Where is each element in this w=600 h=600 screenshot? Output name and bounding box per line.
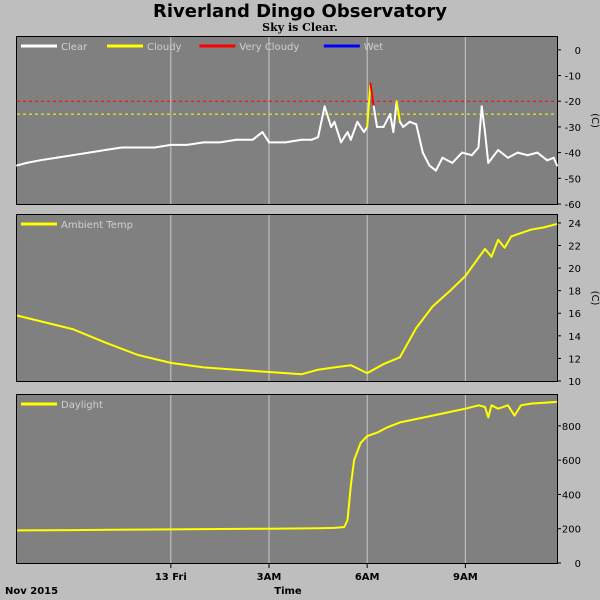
sky-temp-segment bbox=[38, 156, 58, 162]
sky-temp-segment bbox=[408, 120, 418, 126]
sky-temp-segment bbox=[536, 151, 549, 162]
sky-temp-segment bbox=[434, 156, 444, 172]
sky-temperature-panel: 0 -10 -20 -30 -40 -50 -60 (C) Clear Cloudy Very Cl… bbox=[16, 36, 600, 211]
sky-temp-segment bbox=[451, 151, 464, 164]
sky-temp-segment bbox=[470, 146, 480, 157]
sky-temp-segment bbox=[317, 105, 326, 139]
y-tick-label: 18 bbox=[568, 287, 581, 298]
sky-temp-segment bbox=[310, 136, 320, 141]
sky-temp-segment bbox=[487, 149, 500, 164]
legend-entry: Ambient Temp bbox=[61, 220, 133, 231]
y-tick-label: 22 bbox=[568, 241, 581, 252]
sky-temp-segment bbox=[55, 154, 74, 159]
y-tick-label: 14 bbox=[568, 332, 581, 343]
time-axis-title: Time bbox=[274, 586, 302, 597]
sky-temp-segment bbox=[398, 120, 405, 128]
x-tick-label: 3AM bbox=[257, 572, 282, 583]
date-label: Nov 2015 bbox=[5, 586, 58, 597]
sky-temp-segment bbox=[461, 151, 473, 157]
y-tick-label: 800 bbox=[562, 422, 581, 433]
sky-temp-segment bbox=[369, 82, 375, 108]
y-tick-label: 20 bbox=[568, 264, 581, 275]
y-tick-label: 16 bbox=[568, 309, 581, 320]
x-tick-label: 9AM bbox=[453, 572, 478, 583]
daylight-panel: 0 200 400 600 800 Daylight bbox=[16, 394, 581, 570]
sky-temp-segment bbox=[153, 143, 172, 149]
sky-temp-segment bbox=[71, 151, 90, 157]
y-axis-label: (C) bbox=[589, 291, 600, 306]
sky-temp-segment bbox=[441, 156, 454, 164]
sky-temp-segment bbox=[516, 151, 529, 157]
sky-temp-segment bbox=[477, 105, 483, 149]
sky-temp-segment bbox=[340, 131, 349, 144]
sky-temp-segment bbox=[284, 138, 303, 144]
y-tick-label: 10 bbox=[568, 377, 581, 388]
sky-temp-segment bbox=[366, 82, 372, 128]
ambient-temperature-panel: 10 12 14 16 18 20 22 24 (C) Ambient Temp bbox=[16, 214, 600, 388]
plot-area bbox=[17, 395, 557, 563]
ambient-series-line bbox=[16, 223, 558, 376]
y-tick-label: -30 bbox=[565, 123, 581, 134]
page-title: Riverland Dingo Observatory bbox=[152, 1, 448, 22]
sky-temp-segment bbox=[421, 151, 431, 167]
sky-temp-segment bbox=[186, 141, 205, 146]
sky-temp-segment bbox=[25, 159, 41, 164]
sky-temp-segment bbox=[362, 125, 369, 134]
sky-temp-segment bbox=[506, 151, 519, 159]
y-tick-label: -50 bbox=[565, 174, 581, 185]
sky-temp-segment bbox=[372, 105, 378, 128]
sky-temp-segment bbox=[428, 164, 437, 172]
sky-temp-segment bbox=[402, 120, 411, 128]
legend-entry: Wet bbox=[364, 42, 383, 53]
sky-temp-segment bbox=[333, 120, 342, 144]
sky-temp-segment bbox=[104, 146, 123, 152]
sky-temp-segment bbox=[356, 120, 365, 134]
y-tick-label: 0 bbox=[575, 559, 581, 570]
sky-temp-segment bbox=[251, 131, 264, 141]
y-tick-label: 24 bbox=[568, 219, 581, 230]
sky-temp-segment bbox=[415, 123, 424, 154]
plot-area bbox=[17, 37, 557, 204]
sky-temp-segment bbox=[546, 156, 555, 162]
legend-entry: Clear bbox=[61, 42, 88, 53]
y-tick-label: -40 bbox=[565, 149, 581, 160]
legend-entry: Cloudy bbox=[147, 42, 182, 53]
y-tick-label: 200 bbox=[562, 525, 581, 536]
sky-temp-segment bbox=[552, 156, 558, 167]
y-tick-label: 600 bbox=[562, 456, 581, 467]
sky-temp-segment bbox=[16, 161, 28, 167]
daylight-series-line bbox=[16, 400, 558, 532]
sky-temp-segment bbox=[382, 113, 392, 128]
y-tick-label: 400 bbox=[562, 490, 581, 501]
sky-temp-segment bbox=[323, 105, 333, 128]
y-axis-label: (C) bbox=[589, 113, 600, 128]
sky-temp-segment bbox=[261, 131, 270, 144]
sky-temp-segment bbox=[395, 100, 401, 123]
y-tick-label: 12 bbox=[568, 354, 581, 365]
sky-temp-segment bbox=[497, 149, 509, 159]
legend-entry: Very Cloudy bbox=[239, 42, 299, 53]
plot-area bbox=[17, 215, 557, 381]
sky-temp-segment bbox=[392, 100, 398, 134]
sky-temp-segment bbox=[484, 131, 490, 164]
time-axis: 13 Fri 3AM 6AM 9AM bbox=[155, 563, 478, 583]
y-tick-label: -10 bbox=[565, 72, 581, 83]
legend-entry: Daylight bbox=[61, 400, 103, 411]
sky-temp-segment bbox=[88, 149, 107, 154]
y-tick-label: 0 bbox=[575, 46, 581, 57]
x-tick-label: 13 Fri bbox=[155, 572, 187, 583]
x-tick-label: 6AM bbox=[355, 572, 380, 583]
sky-temp-segment bbox=[526, 151, 539, 157]
y-tick-label: -20 bbox=[565, 97, 581, 108]
y-tick-label: -60 bbox=[565, 200, 581, 211]
sky-temp-segment bbox=[480, 105, 486, 134]
sky-temp-segment bbox=[349, 120, 359, 141]
sky-status-subtitle: Sky is Clear. bbox=[262, 21, 338, 34]
sky-temp-segment bbox=[218, 138, 238, 144]
